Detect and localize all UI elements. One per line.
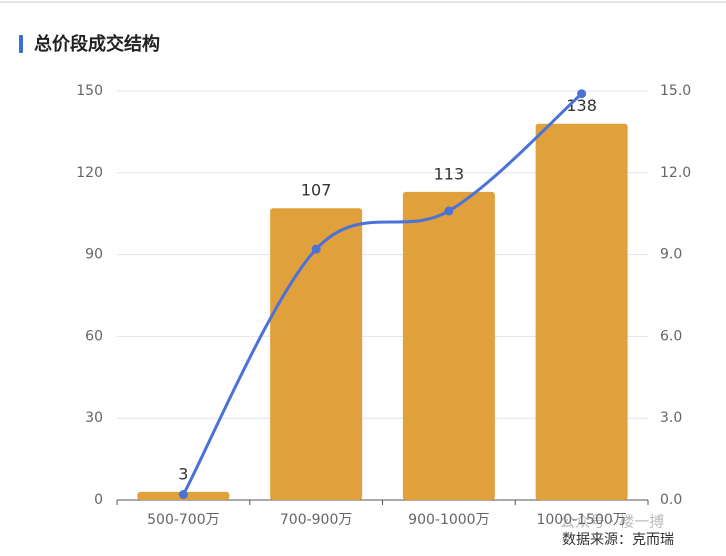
line-point xyxy=(577,89,587,99)
y2-tick-label: 0.0 xyxy=(660,492,682,508)
y-tick-label: 150 xyxy=(76,83,103,99)
x-tick-label: 500-700万 xyxy=(147,512,220,528)
data-label: 107 xyxy=(301,181,332,200)
bar xyxy=(535,123,628,500)
y-tick-label: 60 xyxy=(85,328,103,344)
line xyxy=(182,92,583,496)
data-label: 113 xyxy=(434,164,465,183)
y-tick-label: 90 xyxy=(85,247,103,263)
source: 数据来源：克而瑞 xyxy=(562,532,674,548)
watermark: 公众号 · 楼一搏 xyxy=(560,513,664,531)
chart-title: 总价段成交结构 xyxy=(34,33,160,55)
y2-tick-label: 9.0 xyxy=(660,247,682,263)
x-tick-label: 900-1000万 xyxy=(408,512,489,528)
title-accent xyxy=(19,35,23,53)
y-tick-label: 0 xyxy=(94,492,103,508)
line-point xyxy=(311,244,321,254)
x-tick-label: 1000-1500万 xyxy=(536,512,626,528)
y2-tick-label: 15.0 xyxy=(660,83,691,99)
y-tick-label: 30 xyxy=(85,410,103,426)
y2-tick-label: 6.0 xyxy=(660,328,682,344)
line-point xyxy=(178,490,188,500)
line-point xyxy=(444,206,454,216)
y2-tick-label: 12.0 xyxy=(660,165,691,181)
bar xyxy=(402,191,495,501)
y2-tick-label: 3.0 xyxy=(660,410,682,426)
x-tick-label: 700-900万 xyxy=(280,512,353,528)
y-tick-label: 120 xyxy=(76,165,103,181)
data-label: 3 xyxy=(178,464,188,483)
